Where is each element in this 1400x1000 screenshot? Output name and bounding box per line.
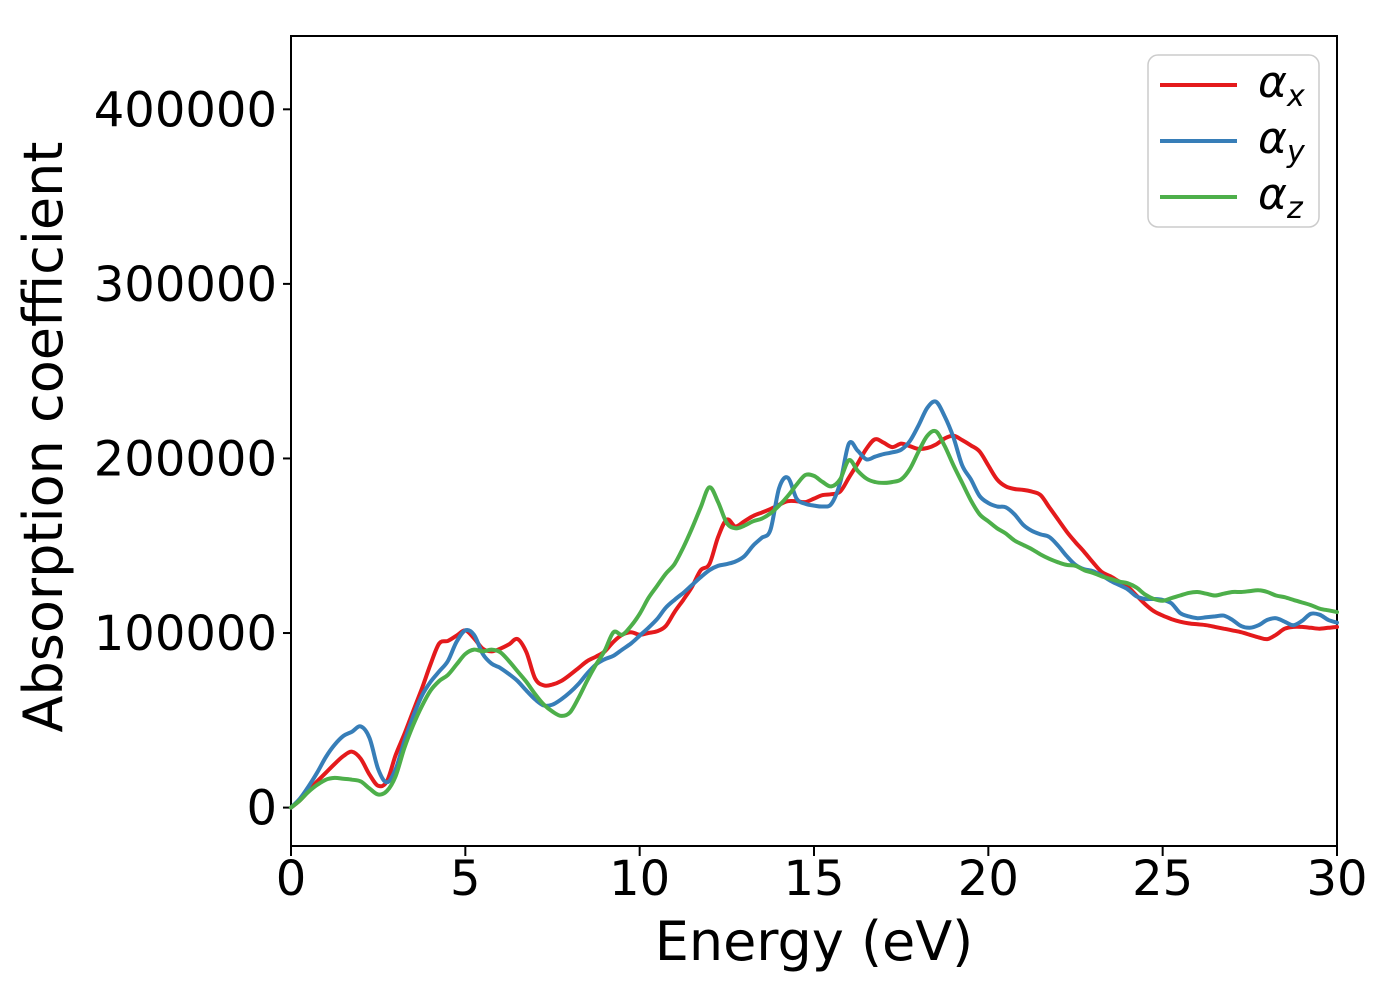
series-line-alpha_x <box>289 433 1339 810</box>
y-tick-label: 0 <box>246 781 277 837</box>
x-tick-label: 0 <box>276 851 307 907</box>
x-tick-label: 5 <box>450 851 481 907</box>
series-line-alpha_z <box>289 428 1339 810</box>
y-tick-label: 100000 <box>94 606 277 662</box>
x-axis-label: Energy (eV) <box>655 910 974 973</box>
x-tick-label: 30 <box>1306 851 1367 907</box>
x-tick-label: 10 <box>609 851 670 907</box>
series-group <box>289 399 1339 810</box>
y-axis-label: Absorption coefficient <box>12 142 75 733</box>
y-tick-label: 300000 <box>94 257 277 313</box>
y-tick-label: 200000 <box>94 431 277 487</box>
axes-group: 0 5 10 15 20 25 30 0 100000 200000 300000 400000 <box>94 35 1368 907</box>
y-tick-label: 400000 <box>94 82 277 138</box>
x-tick-label: 15 <box>783 851 844 907</box>
x-tick-label: 20 <box>958 851 1019 907</box>
x-tick-label: 25 <box>1132 851 1193 907</box>
series-line-alpha_y <box>289 399 1339 810</box>
